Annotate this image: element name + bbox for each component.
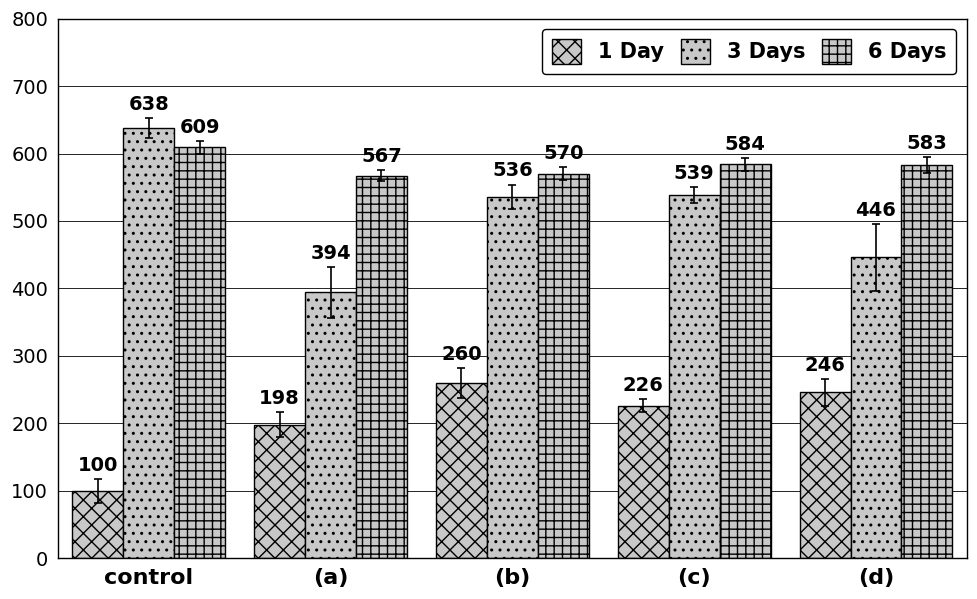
Bar [254,425,305,558]
Bar [72,491,123,558]
Text: 570: 570 [542,144,583,163]
Text: 567: 567 [361,147,402,167]
Text: 609: 609 [179,117,220,137]
Text: 583: 583 [906,134,947,153]
Text: 246: 246 [804,356,845,375]
Text: 226: 226 [622,376,663,395]
Text: 394: 394 [310,244,351,263]
Bar [901,165,952,558]
Bar [436,383,487,558]
Text: 100: 100 [77,455,118,474]
Bar [537,174,588,558]
Legend: 1 Day, 3 Days, 6 Days: 1 Day, 3 Days, 6 Days [541,29,956,74]
Bar [850,258,901,558]
Text: 260: 260 [441,345,482,364]
Text: 539: 539 [673,164,714,183]
Bar [668,195,719,558]
Bar [174,147,225,558]
Text: 446: 446 [855,201,896,220]
Bar [123,128,174,558]
Bar [799,392,850,558]
Bar [617,406,668,558]
Bar [356,176,406,558]
Text: 536: 536 [491,162,532,180]
Bar [487,196,537,558]
Text: 638: 638 [128,95,169,114]
Bar [719,164,770,558]
Bar [305,292,356,558]
Text: 584: 584 [724,135,765,153]
Text: 198: 198 [259,389,300,409]
